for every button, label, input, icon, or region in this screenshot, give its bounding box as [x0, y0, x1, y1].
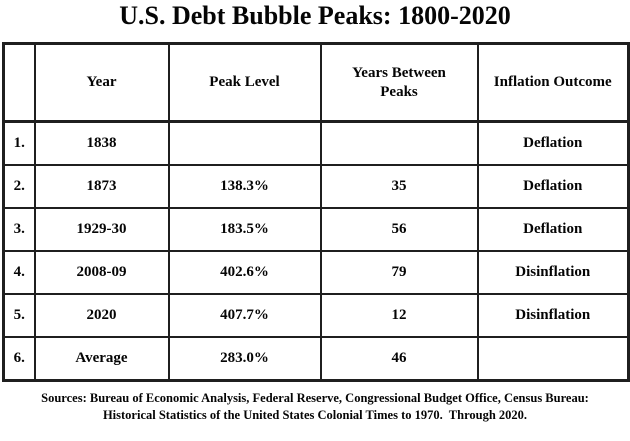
cell-row-number: 2. — [2, 164, 36, 209]
cell-peak-level: 183.5% — [167, 207, 322, 252]
page-title: U.S. Debt Bubble Peaks: 1800-2020 — [119, 1, 511, 30]
cell-years-between: 35 — [319, 164, 479, 209]
cell-inflation-outcome: Deflation — [476, 164, 630, 209]
cell-years-between: 56 — [319, 207, 479, 252]
cell-years-between: 12 — [319, 293, 479, 338]
cell-peak-level: 138.3% — [167, 164, 322, 209]
cell-peak-level: 283.0% — [167, 336, 322, 382]
cell-year: 1873 — [33, 164, 170, 209]
cell-row-number: 1. — [2, 120, 36, 166]
table-row: 4. 2008-09 402.6% 79 Disinflation — [2, 250, 630, 295]
cell-inflation-outcome: Disinflation — [476, 250, 630, 295]
sources-line-1: Sources: Bureau of Economic Analysis, Fe… — [41, 391, 589, 405]
column-header-inflation-outcome: Inflation Outcome — [476, 42, 630, 123]
column-header-years-between-peaks: Years Between Peaks — [319, 42, 479, 123]
cell-inflation-outcome — [476, 336, 630, 382]
cell-year: 2008-09 — [33, 250, 170, 295]
cell-year: 1838 — [33, 120, 170, 166]
cell-years-between — [319, 120, 479, 166]
cell-row-number: 4. — [2, 250, 36, 295]
cell-year: 1929-30 — [33, 207, 170, 252]
sources-note: Sources: Bureau of Economic Analysis, Fe… — [0, 390, 630, 424]
table-header: Year Peak Level Years Between Peaks Infl… — [2, 42, 630, 123]
cell-row-number: 3. — [2, 207, 36, 252]
cell-peak-level — [167, 120, 322, 166]
column-header-year: Year — [33, 42, 170, 123]
cell-peak-level: 407.7% — [167, 293, 322, 338]
cell-peak-level: 402.6% — [167, 250, 322, 295]
cell-years-between: 79 — [319, 250, 479, 295]
column-header-index — [2, 42, 36, 123]
sources-line-2: Historical Statistics of the United Stat… — [102, 408, 528, 422]
table-row: 2. 1873 138.3% 35 Deflation — [2, 164, 630, 209]
cell-row-number: 6. — [2, 336, 36, 382]
cell-inflation-outcome: Deflation — [476, 207, 630, 252]
header-row: Year Peak Level Years Between Peaks Infl… — [2, 42, 630, 123]
cell-year: 2020 — [33, 293, 170, 338]
cell-row-number: 5. — [2, 293, 36, 338]
table-row: 6. Average 283.0% 46 — [2, 336, 630, 382]
table-body: 1. 1838 Deflation 2. 1873 138.3% 35 Defl… — [2, 120, 630, 382]
debt-peaks-table: Year Peak Level Years Between Peaks Infl… — [2, 42, 630, 382]
cell-inflation-outcome: Disinflation — [476, 293, 630, 338]
cell-inflation-outcome: Deflation — [476, 120, 630, 166]
table-row: 5. 2020 407.7% 12 Disinflation — [2, 293, 630, 338]
cell-year: Average — [33, 336, 170, 382]
table-row: 1. 1838 Deflation — [2, 120, 630, 166]
cell-years-between: 46 — [319, 336, 479, 382]
table-row: 3. 1929-30 183.5% 56 Deflation — [2, 207, 630, 252]
column-header-peak-level: Peak Level — [167, 42, 322, 123]
